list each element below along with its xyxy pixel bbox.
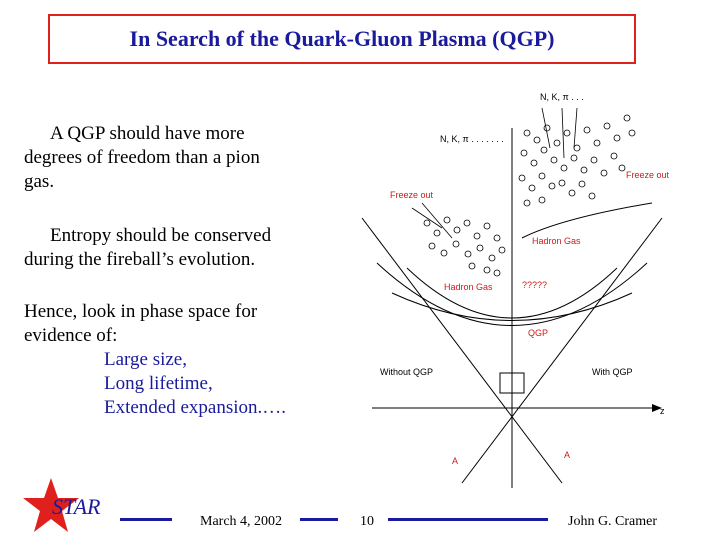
hyperbola-hadron-boundary [376,262,648,326]
star-logo-text: STAR [52,494,101,519]
label-beam-a-right: A [564,450,570,460]
footer-rule-mid [300,518,338,521]
list-item: Extended expansion.…. [104,397,287,418]
collision-region [499,372,525,394]
hyperbola-freeze-right [521,202,653,239]
para3-line2: evidence of: [24,325,118,346]
spacetime-diagram: N, K, π . . . N, K, π . . . . . . . Free… [361,92,670,488]
z-axis-arrow-icon [652,404,662,412]
particle-arrows [411,107,578,239]
label-unknown-phase: ????? [522,280,547,290]
footer-rule-left [120,518,172,521]
para1-line1: A QGP should have more [50,123,245,144]
slide-title: In Search of the Quark-Gluon Plasma (QGP… [129,26,555,51]
list-item: Long lifetime, [104,373,213,394]
label-with-qgp: With QGP [592,367,633,377]
title-box: In Search of the Quark-Gluon Plasma (QGP… [48,14,636,64]
para3-line1: Hence, look in phase space for [24,301,258,322]
para1-line3: gas. [24,171,55,192]
label-qgp: QGP [528,328,548,338]
label-hadron-gas-right: Hadron Gas [532,236,581,246]
paragraph-qgp-degrees: A QGP should have more degrees of freedo… [24,122,260,194]
particle-cluster-upper [518,114,636,207]
list-item: Large size, [104,349,187,370]
para2-line1: Entropy should be conserved [50,225,272,246]
para2-line2: during the fireball’s evolution. [24,249,256,270]
light-cone-line [461,217,663,484]
paragraph-entropy: Entropy should be conserved during the f… [24,224,271,272]
label-freeze-out-right: Freeze out [626,170,670,180]
para1-line2: degrees of freedom than a pion [24,147,260,168]
footer-rule-right [388,518,548,521]
label-hadron-gas-left: Hadron Gas [444,282,493,292]
label-nk-top: N, K, π . . . [540,92,584,102]
light-cone-line [361,217,563,484]
label-nk-left: N, K, π . . . . . . . [440,134,504,144]
hyperbola-qgp-boundary [406,267,618,319]
footer-page-number: 10 [360,514,374,529]
star-logo-icon [22,476,80,534]
hyperbola-inner [391,292,633,321]
label-beam-a-left: A [452,456,458,466]
evidence-list: Large size, Long lifetime, Extended expa… [24,348,286,420]
footer-author: John G. Cramer [568,514,658,529]
label-z: z [660,406,665,416]
label-without-qgp: Without QGP [380,367,433,377]
footer-date: March 4, 2002 [200,514,283,529]
paragraph-phase-space: Hence, look in phase space for evidence … [24,300,257,348]
label-freeze-out-left: Freeze out [390,190,434,200]
particle-cluster-lower [423,216,506,277]
